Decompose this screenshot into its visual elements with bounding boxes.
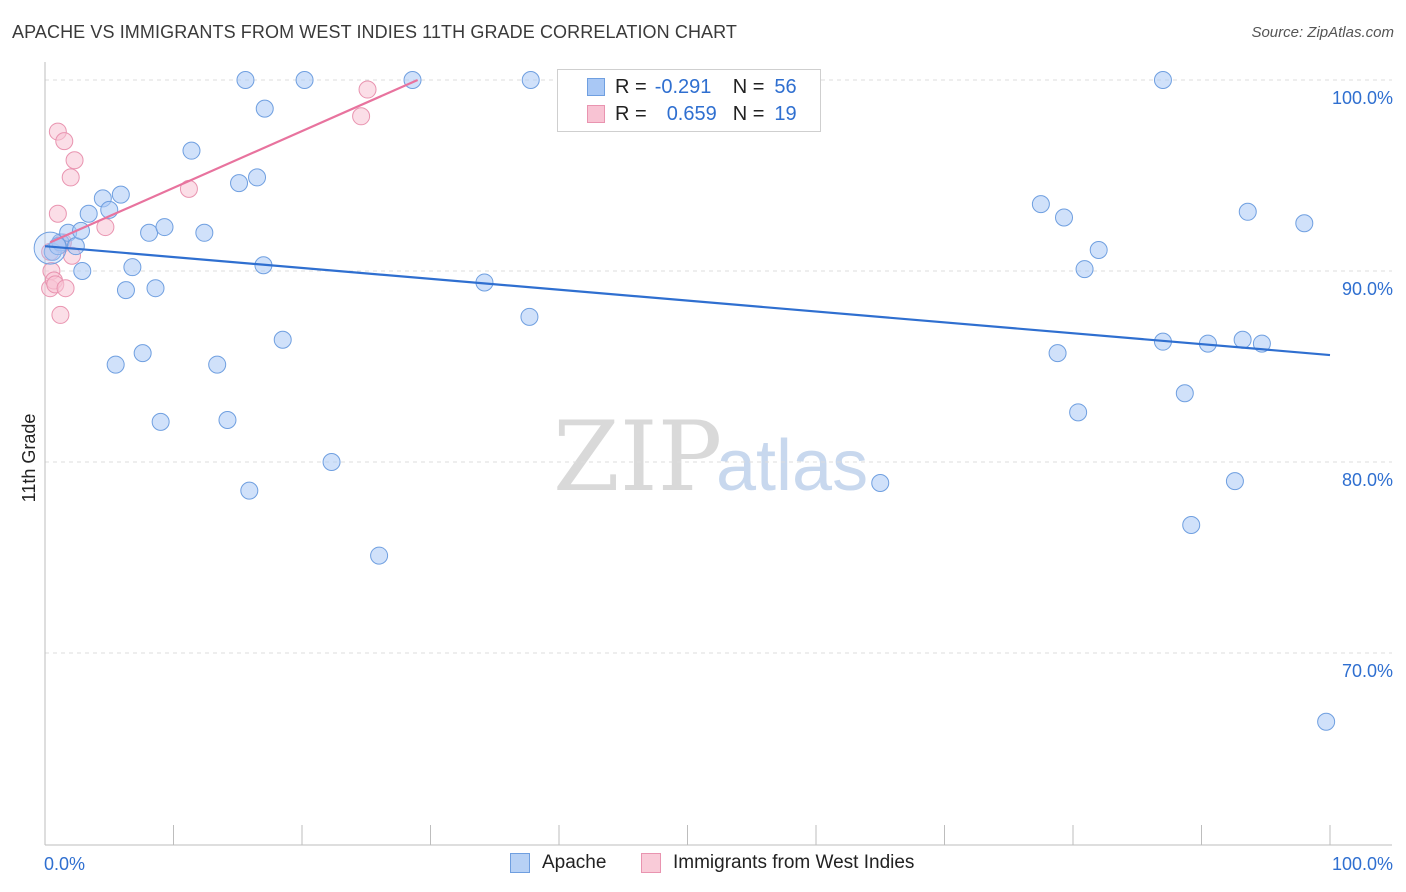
apache-point [111, 185, 130, 204]
apache-point [295, 71, 314, 89]
legend-r-value: 0.659 [666, 102, 717, 125]
apache-point [1055, 208, 1074, 227]
apache-point [255, 99, 274, 118]
legend-n-label: N = [732, 102, 765, 125]
tick-labels: 100.0% 90.0% 80.0% 70.0% 0.0% 100.0% [44, 88, 1393, 874]
watermark-zip: ZIP [553, 401, 722, 513]
apache-point [106, 355, 125, 374]
apache-point [1089, 240, 1108, 259]
source-label: Source: ZipAtlas.com [1251, 24, 1394, 41]
y-tick-label: 100.0% [1332, 88, 1393, 108]
legend-r-value: -0.291 [654, 75, 712, 98]
west-indies-point [61, 168, 80, 187]
west-indies-point [51, 305, 70, 324]
apache-point [116, 281, 135, 300]
apache-point [236, 71, 255, 89]
y-tick-label: 80.0% [1342, 470, 1393, 490]
apache-point [73, 262, 92, 280]
trend-lines [44, 78, 1331, 357]
apache-point [1295, 214, 1314, 233]
apache-point [1233, 330, 1252, 349]
apache-point [155, 218, 174, 237]
watermark: ZIP atlas [553, 401, 868, 513]
apache-point [248, 168, 267, 187]
apache-point [871, 474, 890, 493]
series-legend: Apache Immigrants from West Indies [0, 852, 1406, 878]
apache-point [521, 71, 540, 89]
apache-point [1225, 472, 1244, 491]
y-axis-title: 11th Grade [19, 414, 39, 503]
axes [44, 62, 1392, 846]
legend-r-label: R = [615, 102, 647, 125]
x-tick-label: 100.0% [1332, 854, 1393, 874]
apache-point [151, 412, 170, 431]
west-indies-point [56, 279, 75, 298]
west-indies-point [65, 151, 84, 170]
apache-point [1153, 71, 1172, 89]
apache-point [1069, 403, 1088, 422]
data-points [33, 71, 1336, 731]
west-indies-point [352, 107, 371, 126]
y-tick-label: 90.0% [1342, 279, 1393, 299]
west-indies-point [55, 132, 74, 151]
legend-r-label: R = [615, 75, 647, 98]
west-indies-trend-line [49, 78, 419, 244]
watermark-atlas: atlas [716, 426, 868, 506]
series-legend-apache: Apache [510, 852, 606, 874]
apache-point [1031, 195, 1050, 214]
legend-n-label: N = [732, 75, 765, 98]
apache-point [218, 410, 237, 429]
apache-point [322, 453, 341, 471]
apache-point [1182, 516, 1201, 535]
series-swatch-apache [510, 853, 530, 873]
apache-point [123, 258, 142, 277]
apache-point [79, 204, 98, 223]
apache-point [208, 355, 227, 374]
legend-swatch-apache [587, 78, 605, 96]
legend-row-apache: R = -0.291 N = 56 [558, 74, 797, 100]
west-indies-point [358, 80, 377, 99]
chart-title: APACHE VS IMMIGRANTS FROM WEST INDIES 11… [12, 22, 738, 42]
apache-point [1317, 712, 1336, 731]
west-indies-point [48, 204, 67, 223]
apache-point [146, 279, 165, 298]
apache-point [1075, 260, 1094, 279]
apache-point [66, 237, 85, 256]
legend-n-value: 56 [774, 75, 797, 98]
y-tick-label: 70.0% [1342, 661, 1393, 681]
apache-point [140, 223, 159, 242]
legend-swatch-west-indies [587, 105, 605, 123]
grid-lines [45, 79, 1392, 654]
series-label-west-indies: Immigrants from West Indies [673, 852, 915, 873]
apache-point [1048, 344, 1067, 363]
x-tick-label: 0.0% [44, 854, 85, 874]
apache-point [230, 174, 249, 193]
series-legend-west-indies: Immigrants from West Indies [641, 852, 914, 874]
legend-n-value: 19 [774, 102, 797, 125]
apache-point [240, 481, 259, 500]
apache-point [370, 546, 389, 565]
stats-legend: R = -0.291 N = 56 R = 0.659 N = 19 [557, 69, 821, 132]
apache-point [1238, 202, 1257, 221]
apache-point [520, 307, 539, 326]
apache-point [133, 344, 152, 363]
apache-point [195, 223, 214, 242]
apache-point [273, 330, 292, 349]
apache-point [1175, 384, 1194, 403]
series-label-apache: Apache [542, 852, 607, 873]
apache-trend-line [44, 245, 1331, 357]
series-swatch-west-indies [641, 853, 661, 873]
apache-point [182, 141, 201, 160]
legend-row-west-indies: R = 0.659 N = 19 [558, 101, 797, 127]
